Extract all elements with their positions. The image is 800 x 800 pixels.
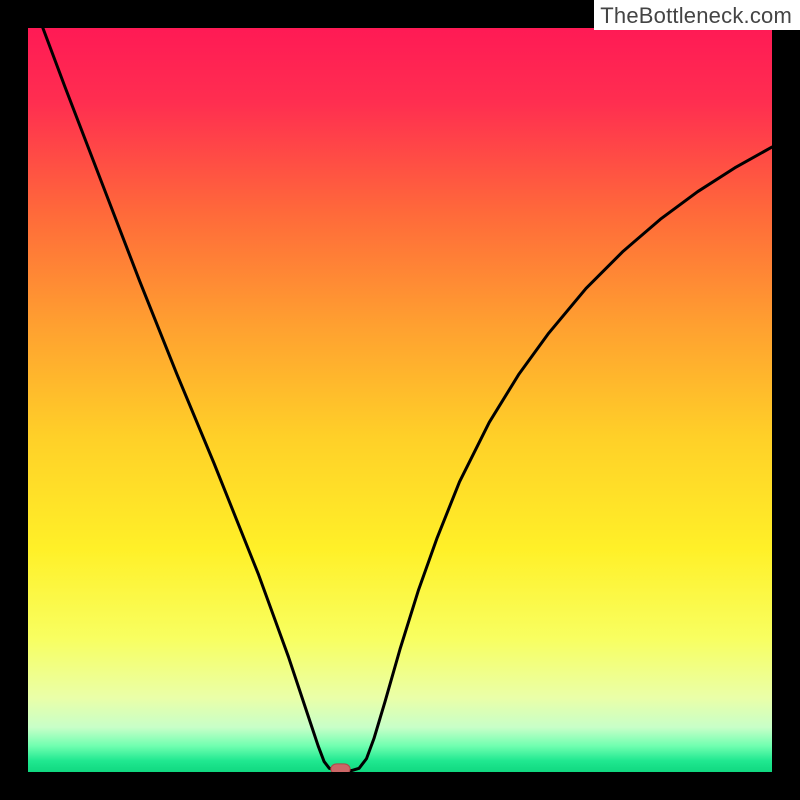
watermark-label: TheBottleneck.com [594, 0, 800, 30]
chart-marker [331, 764, 350, 772]
chart-background-gradient [28, 28, 772, 772]
chart-svg [28, 28, 772, 772]
page-root: TheBottleneck.com [0, 0, 800, 800]
chart-plot-area [28, 28, 772, 772]
